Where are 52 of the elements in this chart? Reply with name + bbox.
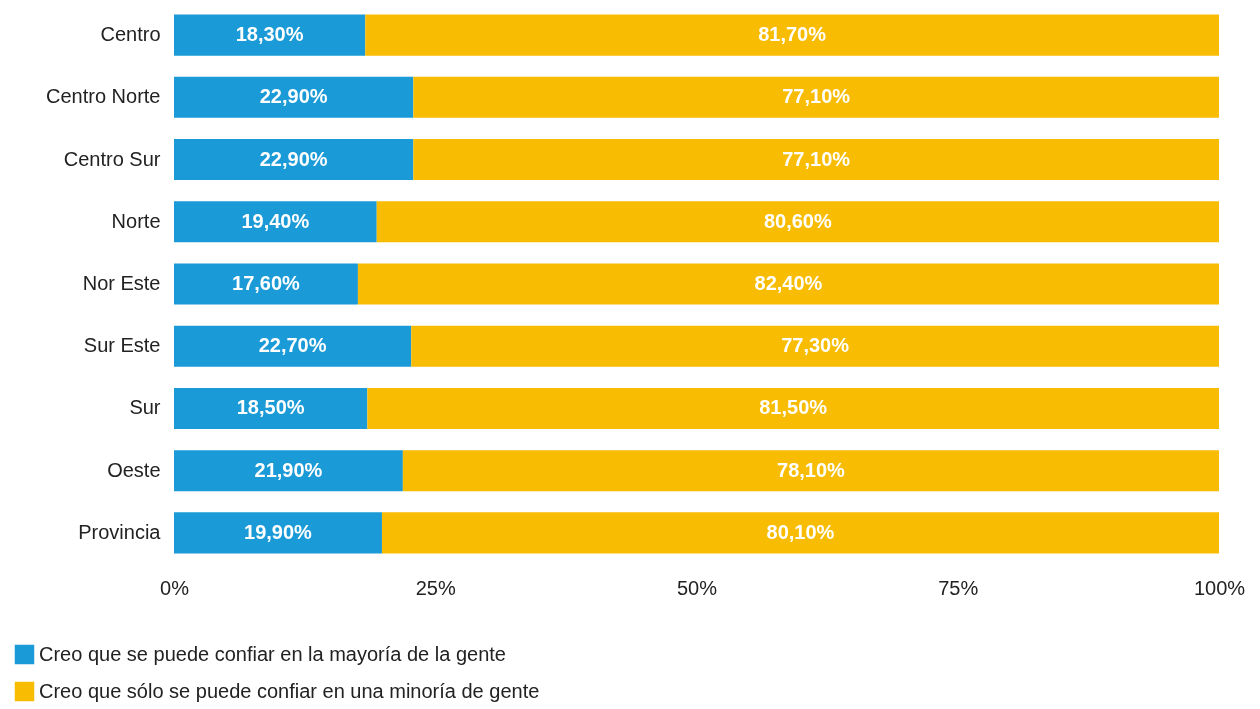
bar: [174, 76, 414, 118]
y-tick-label: Provincia: [78, 520, 162, 543]
data-label: 80,60%: [763, 209, 832, 232]
data-label: 81,50%: [759, 396, 828, 419]
bar: [367, 387, 1219, 429]
bar: [381, 512, 1219, 554]
bar: [402, 450, 1219, 492]
data-label: 77,10%: [782, 147, 851, 170]
data-label: 80,10%: [766, 520, 835, 543]
legend-label: Creo que se puede confiar en la mayoría de la gente: [39, 642, 506, 665]
data-label: 22,90%: [259, 85, 328, 108]
y-tick-label: Oeste: [107, 458, 161, 481]
x-tick-label: 0%: [160, 576, 190, 599]
x-tick-label: 50%: [676, 576, 718, 599]
x-tick-label: 25%: [415, 576, 456, 599]
data-label: 78,10%: [777, 458, 846, 481]
y-tick-label: Centro Sur: [63, 147, 161, 170]
data-label: 77,30%: [781, 334, 850, 357]
data-label: 17,60%: [232, 272, 301, 294]
x-tick-label: 75%: [938, 576, 979, 599]
data-label: 81,70%: [758, 23, 827, 46]
data-label: 77,10%: [782, 85, 851, 108]
bar: [174, 263, 358, 305]
bar: [174, 139, 414, 181]
x-tick-label: 100%: [1193, 576, 1246, 599]
bar: [357, 263, 1219, 305]
y-tick-label: Norte: [111, 209, 161, 232]
data-label: 82,40%: [754, 272, 823, 294]
data-label: 18,30%: [235, 23, 304, 46]
y-tick-label: Centro: [100, 23, 161, 46]
y-tick-label: Sur: [129, 396, 161, 419]
bar: [174, 201, 377, 243]
bar: [174, 325, 412, 367]
legend-label: Creo que sólo se puede confiar en una minoría de gente: [39, 679, 540, 702]
bar: [376, 201, 1219, 243]
bar: [174, 14, 366, 56]
y-tick-label: Sur Este: [83, 334, 161, 357]
bar: [174, 512, 382, 554]
y-tick-label: Nor Este: [82, 272, 161, 294]
data-label: 18,50%: [236, 396, 305, 419]
data-label: 21,90%: [254, 458, 323, 481]
bar: [411, 325, 1219, 367]
bar: [365, 14, 1219, 56]
bar: [413, 76, 1219, 118]
bar: [174, 450, 403, 492]
bar: [174, 387, 368, 429]
data-label: 19,40%: [241, 209, 310, 232]
data-label: 22,70%: [258, 334, 327, 357]
y-tick-label: Centro Norte: [46, 85, 161, 108]
data-label: 19,90%: [244, 520, 313, 543]
data-label: 22,90%: [259, 147, 328, 170]
bar: [413, 139, 1219, 181]
